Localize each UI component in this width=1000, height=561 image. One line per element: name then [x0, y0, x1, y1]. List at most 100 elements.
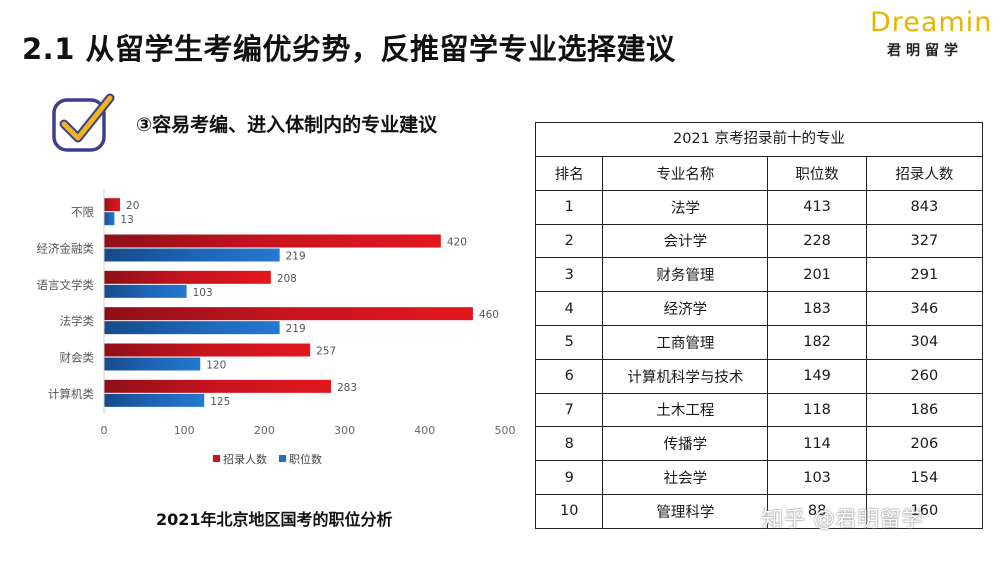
table-cell: 103: [767, 460, 867, 495]
table-cell: 201: [767, 257, 867, 293]
data-label: 125: [210, 396, 230, 408]
table-cell: 8: [534, 426, 604, 462]
table-row: 7 土木工程 118 186: [534, 392, 984, 428]
data-label: 283: [337, 382, 357, 394]
data-label: 120: [206, 360, 226, 372]
data-label: 219: [286, 251, 306, 263]
table-cell: 传播学: [602, 426, 769, 462]
table-cell: 291: [865, 257, 984, 293]
bar-positions: [104, 321, 280, 335]
table-cell: 88: [767, 493, 867, 529]
table-header-cell: 职位数: [767, 156, 867, 191]
table-cell: 管理科学: [602, 493, 769, 529]
ranking-table-container: 2021 京考招录前十的专业 排名 专业名称 职位数 招录人数 1 法学 413 84…: [534, 122, 984, 529]
table-cell: 6: [534, 358, 604, 394]
bar-recruits: [104, 234, 441, 248]
table-cell: 118: [767, 392, 867, 428]
bar-recruits: [104, 198, 121, 212]
table-cell: 5: [534, 324, 604, 360]
chart-caption: 2021年北京地区国考的职位分析: [156, 510, 393, 529]
data-label: 103: [193, 287, 213, 299]
brand-logo: Dreamin: [870, 7, 993, 38]
data-label: 257: [316, 346, 336, 358]
data-label: 13: [120, 214, 133, 226]
table-cell: 1: [534, 189, 604, 225]
category-label: 财会类: [60, 351, 95, 365]
brand-name: 君明留学: [887, 43, 963, 59]
legend-label: 职位数: [289, 452, 322, 466]
data-label: 420: [447, 237, 467, 249]
data-label: 460: [479, 309, 499, 321]
table-row: 6 计算机科学与技术 149 260: [534, 358, 984, 394]
section-subtitle: ③容易考编、进入体制内的专业建议: [136, 114, 438, 136]
table-cell: 413: [767, 189, 867, 225]
brand-logo-block: Dreamin 君明留学: [870, 7, 993, 60]
watermark: 知乎 @君明留学: [762, 507, 924, 531]
table-cell: 7: [534, 392, 604, 428]
table-header-cell: 排名: [534, 156, 604, 191]
bar-positions: [104, 357, 201, 371]
table-cell: 346: [865, 291, 984, 326]
table-cell: 4: [534, 291, 604, 326]
table-cell: 327: [865, 223, 984, 259]
bar-chart: 不限 20 13 经济金融类 420 219 语言文学类 208 103 法学类 460 219 财会类…: [37, 190, 516, 466]
bar-positions: [104, 284, 187, 298]
ranking-table: 2021 京考招录前十的专业 排名 专业名称 职位数 招录人数 1 法学 413 84…: [534, 122, 984, 529]
data-label: 208: [277, 273, 297, 285]
category-label: 计算机类: [48, 387, 94, 401]
bar-recruits: [104, 270, 271, 284]
table-header-row: 排名 专业名称 职位数 招录人数: [534, 156, 984, 191]
table-cell: 9: [534, 460, 604, 495]
x-tick-label: 0: [101, 424, 108, 437]
data-label: 20: [126, 200, 139, 212]
table-row: 2 会计学 228 327: [534, 223, 984, 259]
table-cell: 10: [534, 493, 604, 529]
table-cell: 财务管理: [602, 257, 769, 293]
table-cell: 工商管理: [602, 324, 769, 360]
table-cell: 114: [767, 426, 867, 462]
table-cell: 经济学: [602, 291, 769, 326]
legend-label: 招录人数: [223, 452, 267, 466]
checkbox-check-icon: [52, 93, 115, 152]
table-cell: 160: [865, 493, 984, 529]
data-label: 219: [286, 323, 306, 335]
bar-positions: [104, 248, 280, 262]
category-label: 语言文学类: [37, 278, 95, 292]
table-row: 9 社会学 103 154: [534, 460, 984, 495]
table-cell: 206: [865, 426, 984, 462]
table-cell: 社会学: [602, 460, 769, 495]
table-row: 4 经济学 183 346: [534, 291, 984, 326]
table-cell: 149: [767, 358, 867, 394]
bar-recruits: [104, 307, 473, 321]
legend-swatch: [279, 455, 286, 462]
table-cell: 186: [865, 392, 984, 428]
bar-recruits: [104, 379, 331, 393]
table-cell: 2: [534, 223, 604, 259]
x-tick-label: 300: [334, 424, 355, 437]
table-header-cell: 招录人数: [865, 156, 984, 191]
x-tick-label: 100: [174, 424, 195, 437]
table-cell: 260: [865, 358, 984, 394]
table-row: 5 工商管理 182 304: [534, 324, 984, 360]
table-cell: 843: [865, 189, 984, 225]
legend-swatch: [213, 455, 220, 462]
category-label: 经济金融类: [37, 242, 95, 256]
table-row: 1 法学 413 843: [534, 189, 984, 225]
table-cell: 3: [534, 257, 604, 293]
category-label: 法学类: [60, 314, 95, 328]
category-label: 不限: [71, 205, 94, 219]
table-row: 10 管理科学 88 160: [534, 493, 984, 529]
table-cell: 计算机科学与技术: [602, 358, 769, 394]
table-cell: 土木工程: [602, 392, 769, 428]
x-tick-label: 500: [495, 424, 516, 437]
table-cell: 304: [865, 324, 984, 360]
table-row: 8 传播学 114 206: [534, 426, 984, 462]
table-cell: 154: [865, 460, 984, 495]
bar-positions: [104, 212, 115, 226]
bar-recruits: [104, 343, 311, 357]
table-cell: 228: [767, 223, 867, 259]
bar-positions: [104, 393, 205, 407]
x-tick-label: 200: [254, 424, 275, 437]
x-tick-label: 400: [414, 424, 435, 437]
table-cell: 法学: [602, 189, 769, 225]
